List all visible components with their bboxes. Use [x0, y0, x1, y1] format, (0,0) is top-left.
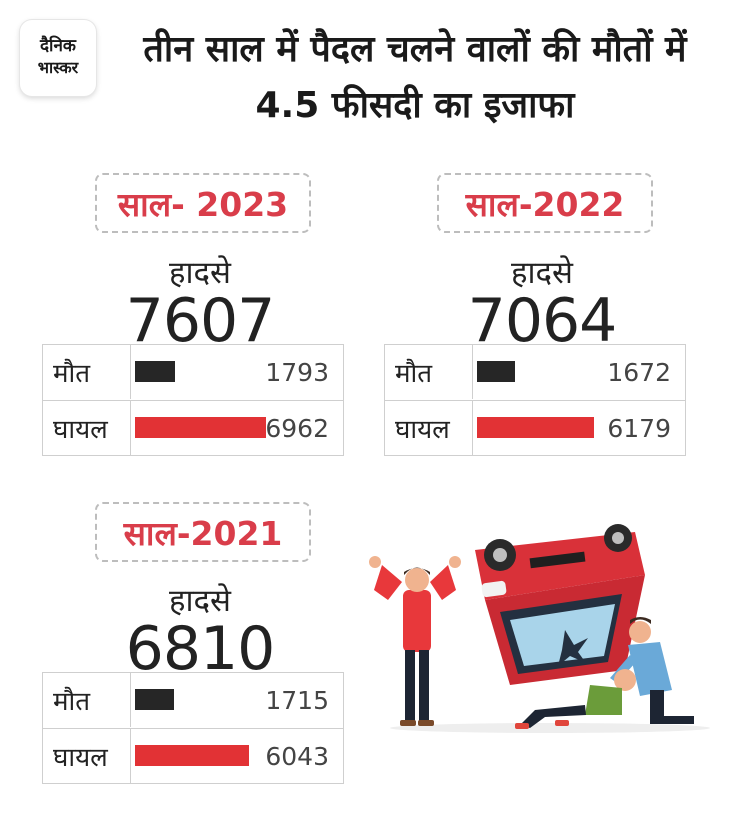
stats-table-2023: मौत 1793 घायल 6962	[42, 344, 344, 456]
accidents-total-2023: 7607	[125, 286, 276, 356]
injured-label: घायल	[385, 401, 473, 455]
accident-illustration	[369, 524, 710, 733]
deaths-value-2022: 1672	[607, 357, 671, 387]
accidents-label-2022: हादसे	[511, 255, 573, 291]
deaths-value-2023: 1793	[265, 357, 329, 387]
deaths-label: मौत	[385, 345, 473, 399]
deaths-value-2021: 1715	[265, 685, 329, 715]
accidents-total-2021: 6810	[125, 614, 276, 684]
injured-value-2021: 6043	[265, 741, 329, 771]
deaths-label: मौत	[43, 673, 131, 727]
injured-bar-2023	[135, 417, 266, 438]
injured-row-2021: घायल 6043	[43, 728, 343, 783]
deaths-bar-2022	[477, 361, 515, 382]
year-heading-2022: साल-2022	[437, 173, 653, 233]
injured-row-2022: घायल 6179	[385, 400, 685, 455]
year-heading-2021: साल-2021	[95, 502, 311, 562]
dainik-bhaskar-logo: दैनिक भास्कर	[20, 20, 96, 96]
overturned-car	[475, 524, 645, 685]
injured-bar-2022	[477, 417, 594, 438]
injured-row-2023: घायल 6962	[43, 400, 343, 455]
deaths-row-2022: मौत 1672	[385, 345, 685, 399]
year-heading-2023: साल- 2023	[95, 173, 311, 233]
injured-value-2022: 6179	[607, 413, 671, 443]
stats-table-2021: मौत 1715 घायल 6043	[42, 672, 344, 784]
accidents-label-2021: हादसे	[169, 583, 231, 619]
stats-table-2022: मौत 1672 घायल 6179	[384, 344, 686, 456]
deaths-bar-2021	[135, 689, 174, 710]
injured-label: घायल	[43, 729, 131, 783]
accidents-label-2023: हादसे	[169, 255, 231, 291]
panicked-man-figure	[369, 556, 461, 726]
page-title: तीन साल में पैदल चलने वालों की मौतों में…	[143, 29, 687, 126]
injured-value-2023: 6962	[265, 413, 329, 443]
deaths-row-2021: मौत 1715	[43, 673, 343, 727]
deaths-label: मौत	[43, 345, 131, 399]
deaths-bar-2023	[135, 361, 175, 382]
logo-text-line2: भास्कर	[37, 58, 79, 77]
deaths-row-2023: मौत 1793	[43, 345, 343, 399]
injured-bar-2021	[135, 745, 249, 766]
injured-label: घायल	[43, 401, 131, 455]
logo-text-line1: दैनिक	[40, 36, 76, 56]
accidents-total-2022: 7064	[467, 286, 618, 356]
injured-man-figure	[515, 669, 636, 729]
